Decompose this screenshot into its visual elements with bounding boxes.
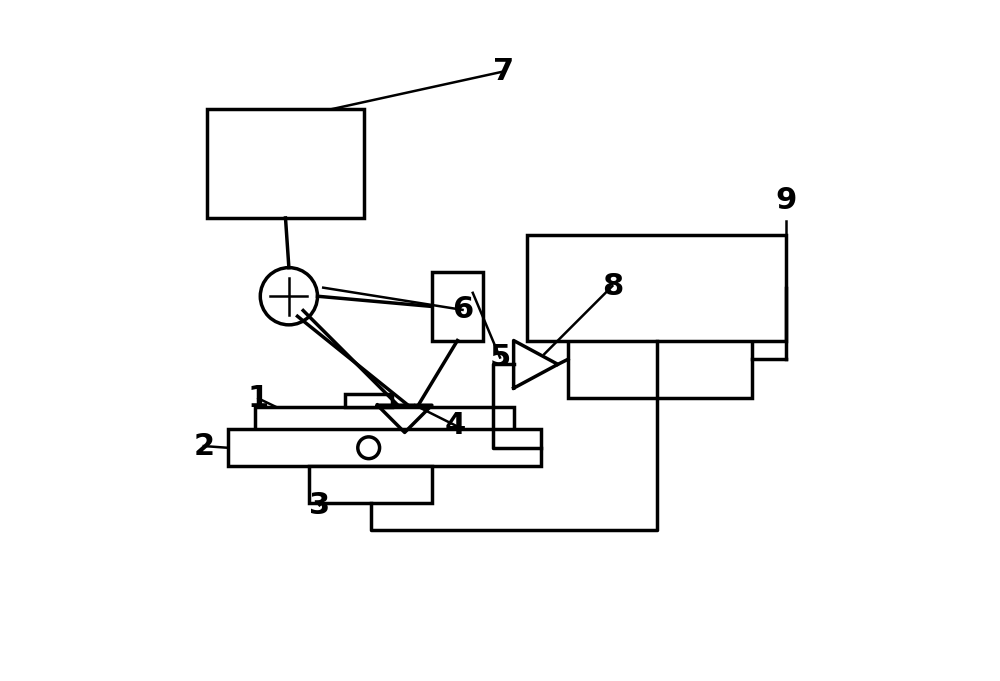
Bar bbox=[345, 394, 392, 407]
Text: 4: 4 bbox=[445, 411, 466, 440]
Text: 9: 9 bbox=[775, 187, 797, 215]
Text: 7: 7 bbox=[493, 57, 514, 86]
Bar bbox=[228, 429, 541, 466]
Bar bbox=[309, 466, 432, 503]
Bar bbox=[255, 407, 514, 432]
Text: 8: 8 bbox=[602, 272, 623, 300]
Text: 2: 2 bbox=[193, 432, 214, 460]
Text: 1: 1 bbox=[248, 384, 269, 413]
Bar bbox=[207, 109, 364, 218]
Text: 3: 3 bbox=[309, 491, 330, 520]
Bar bbox=[527, 235, 786, 340]
Text: 6: 6 bbox=[452, 296, 473, 324]
Bar bbox=[432, 272, 483, 340]
Text: 5: 5 bbox=[489, 343, 511, 372]
Bar bbox=[568, 320, 752, 398]
